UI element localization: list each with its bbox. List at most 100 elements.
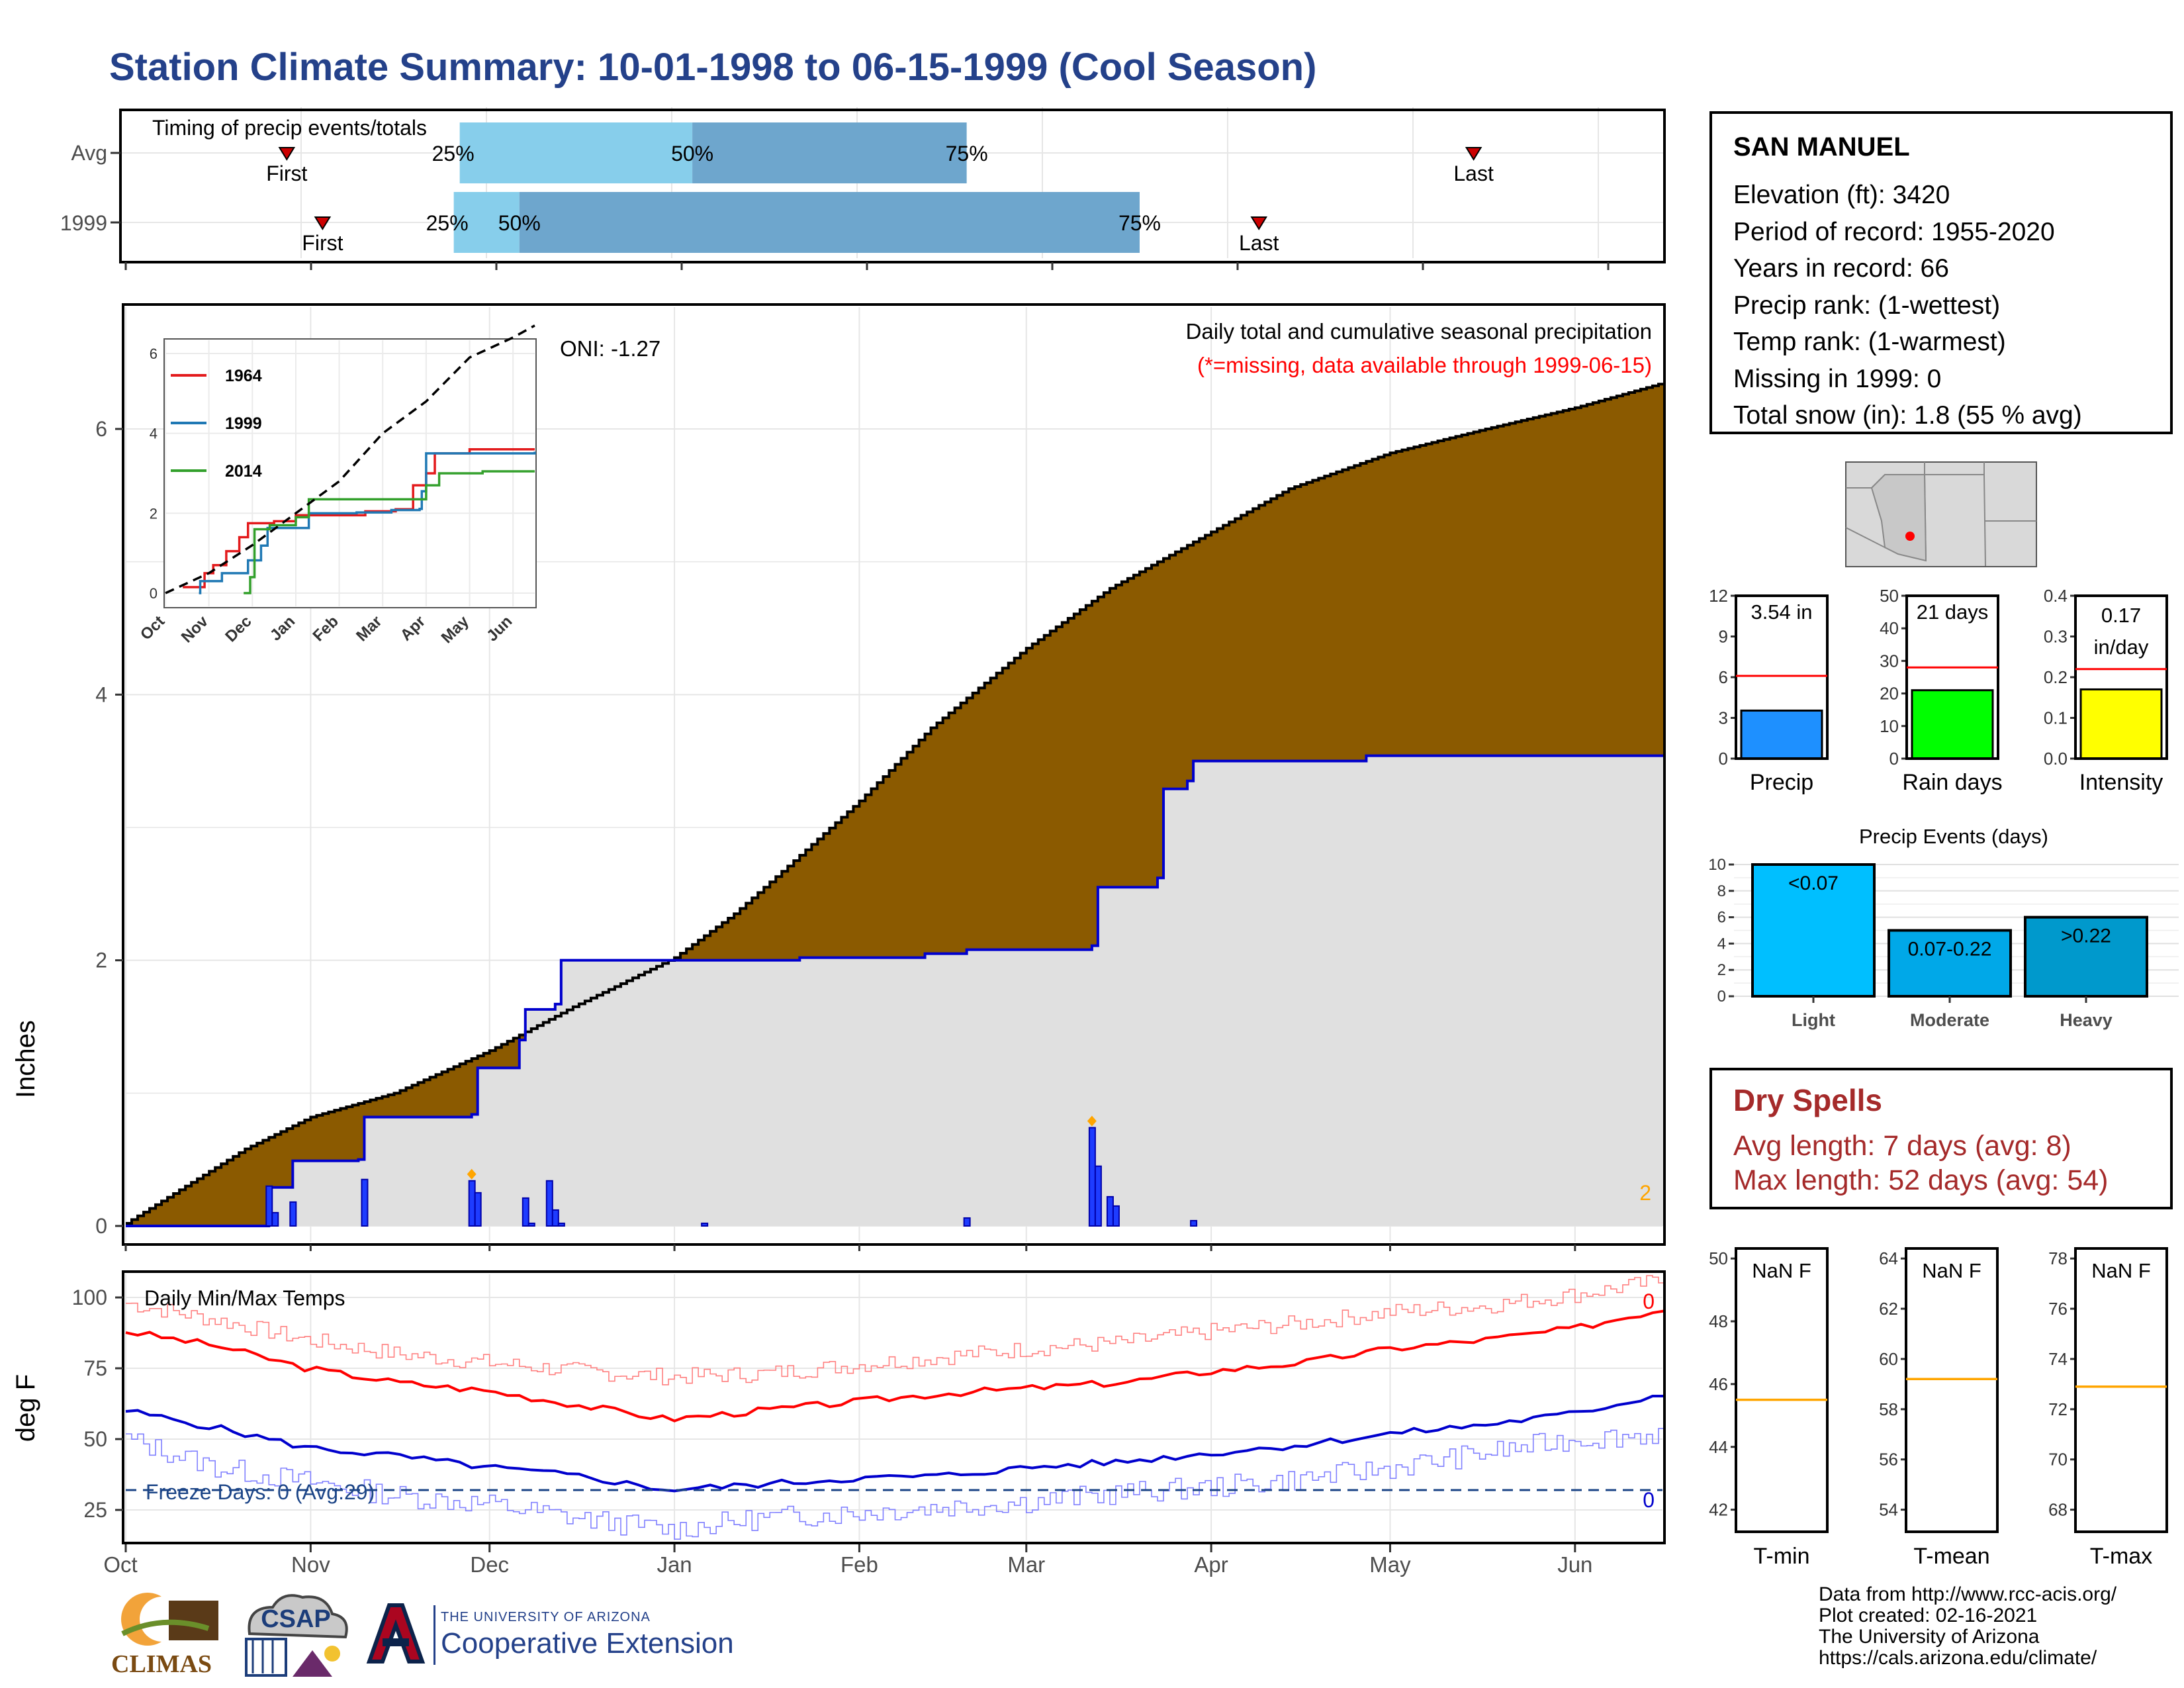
dry-avg-length: Avg length: 7 days (avg: 8) (1733, 1130, 2071, 1162)
daily-min-line (126, 1428, 1665, 1540)
station-years: Years in record: 66 (1733, 254, 1949, 283)
station-snow: Total snow (in): 1.8 (55 % avg) (1733, 401, 2082, 430)
tbox-ytick-T-max-76: 76 (2048, 1299, 2068, 1319)
raindays-ytick-0: 0 (1889, 749, 1899, 769)
precip-ytick-2: 2 (95, 949, 107, 972)
min-count: 0 (1643, 1488, 1655, 1512)
daily-precip-bar (545, 1180, 553, 1227)
timing-last-label-0: Last (1453, 162, 1494, 185)
event-category-Heavy: Heavy (2060, 1010, 2113, 1030)
event-bar-label-Light: <0.07 (1788, 872, 1839, 894)
credit-url: https://cals.arizona.edu/climate/ (1819, 1647, 2097, 1669)
timing-last-label-1: Last (1239, 231, 1279, 255)
station-temp-rank: Temp rank: (1-warmest) (1733, 328, 2006, 356)
precip-plot: 0 2 4 6 Inches Daily total and cumulative s… (11, 303, 1666, 1251)
university-of-arizona-logo (366, 1603, 426, 1664)
ua-small-text: THE UNIVERSITY OF ARIZONA (441, 1610, 651, 1624)
daily-precip-bar (963, 1217, 971, 1227)
timing-p75-label-1: 75% (1118, 211, 1161, 235)
precip-events-chart: Precip Events (days) 0 2 4 6 8 10 <0.07 Light 0.… (1708, 825, 2179, 1030)
raindays-ytick-20: 20 (1880, 684, 1899, 704)
inset-month-May: May (438, 612, 473, 647)
tbox-ytick-T-mean-62: 62 (1879, 1299, 1898, 1319)
ua-divider (433, 1605, 435, 1665)
tbox-ytick-T-max-74: 74 (2048, 1349, 2068, 1369)
tbox-ytick-T-mean-58: 58 (1879, 1399, 1898, 1419)
temp-ytick-50: 50 (83, 1427, 107, 1451)
tbox-value-T-mean: NaN F (1922, 1259, 1981, 1282)
temp-summary-boxes: 42 44 46 48 50 NaN F T-min 54 56 58 60 62 64 NaN F T-m… (1709, 1247, 2168, 1569)
precip-frame (122, 303, 1666, 1246)
corner-count: 2 (1639, 1181, 1651, 1205)
temp-title: Daily Min/Max Temps (144, 1286, 345, 1310)
station-info-box: SAN MANUEL Elevation (ft): 3420 Period o… (1709, 111, 2173, 434)
precip-ytick-0: 0 (1719, 749, 1728, 769)
tbox-ytick-T-min-50: 50 (1709, 1248, 1728, 1268)
climas-text: CLIMAS (111, 1650, 212, 1678)
avg-cumulative-line (126, 382, 1666, 1225)
inset-chart: 0 2 4 6 Oct Nov Dec Jan Feb Mar Apr May Jun 1964 1999… (137, 324, 537, 647)
timing-first-marker-1 (314, 216, 332, 230)
timing-p50-label-1: 50% (498, 211, 541, 235)
event-category-Light: Light (1792, 1010, 1835, 1030)
timing-p75-label-0: 75% (946, 142, 988, 165)
station-location-marker (1905, 532, 1915, 541)
raindays-ytick-10: 10 (1880, 716, 1899, 736)
tbox-ytick-T-min-42: 42 (1709, 1500, 1728, 1520)
events-ytick-0: 0 (1717, 988, 1726, 1006)
freeze-days-label: Freeze Days: 0 (Avg:29) (146, 1480, 375, 1504)
dry-spells-box: Dry Spells Avg length: 7 days (avg: 8) M… (1709, 1068, 2173, 1209)
inset-month-Dec: Dec (222, 612, 255, 645)
page-title: Station Climate Summary: 10-01-1998 to 0… (109, 46, 1317, 89)
station-name: SAN MANUEL (1733, 132, 1910, 162)
daily-precip-bar (271, 1211, 279, 1227)
season-cumulative-line (126, 754, 1664, 1227)
precip-ytick-3: 3 (1719, 708, 1728, 728)
daily-precip-bar (474, 1192, 482, 1227)
daily-precip-bar (1094, 1165, 1102, 1227)
avg-max-line (125, 1309, 1665, 1423)
record-day-marker (1087, 1115, 1097, 1127)
tbox-label-T-min: T-min (1754, 1544, 1810, 1569)
dry-spells-title: Dry Spells (1733, 1083, 1882, 1117)
timing-last-marker-0 (1465, 147, 1482, 161)
missing-note: (*=missing, data available through 1999-… (1197, 353, 1652, 377)
intensity-value-label: 0.17 (2101, 604, 2141, 627)
daily-precip-bar (468, 1180, 476, 1227)
month-label-Jan: Jan (657, 1552, 692, 1577)
events-title: Precip Events (days) (1859, 825, 2048, 848)
precip-value-label: 3.54 in (1751, 600, 1812, 624)
intensity-axis-label: Intensity (2079, 770, 2163, 795)
inset-avg-line (165, 324, 535, 594)
month-label-Apr: Apr (1194, 1552, 1228, 1577)
raindays-ytick-40: 40 (1880, 618, 1899, 638)
record-day-marker (467, 1168, 477, 1180)
timing-first-label-1: First (302, 231, 343, 255)
station-elevation: Elevation (ft): 3420 (1733, 181, 1950, 209)
inset-legend-label-2014: 2014 (225, 462, 262, 481)
timing-first-marker-0 (278, 147, 296, 161)
tbox-label-T-max: T-max (2090, 1544, 2152, 1569)
tbox-ytick-T-mean-56: 56 (1879, 1450, 1898, 1470)
intensity-ytick-0.1: 0.1 (2044, 708, 2068, 728)
intensity-ytick-0.4: 0.4 (2044, 586, 2068, 606)
precip-ytick-9: 9 (1719, 627, 1728, 647)
timing-frame (119, 109, 1666, 263)
temp-frame (122, 1270, 1666, 1544)
tbox-frame-T-min (1735, 1247, 1829, 1533)
temp-plot: 25 50 75 100 Oct Nov Dec Jan Feb Mar Apr May Jun Da… (11, 1270, 1666, 1577)
tbox-frame-T-mean (1905, 1247, 1999, 1533)
intensity-frame (2074, 594, 2168, 760)
temp-ytick-100: 100 (72, 1286, 107, 1309)
tbox-ytick-T-mean-60: 60 (1879, 1349, 1898, 1369)
timing-first-label-0: First (266, 162, 307, 185)
raindays-frame (1905, 594, 1999, 760)
daily-total-label: Daily total and cumulative seasonal prec… (1186, 319, 1652, 344)
inset-month-Nov: Nov (178, 612, 212, 647)
timing-box-high-0 (692, 122, 967, 183)
daily-precip-bar (1112, 1205, 1120, 1227)
ua-extension-text: Cooperative Extension (441, 1627, 734, 1660)
intensity-ytick-0.2: 0.2 (2044, 667, 2068, 687)
timing-last-marker-1 (1250, 216, 1267, 230)
intensity-ytick-0.3: 0.3 (2044, 627, 2068, 647)
